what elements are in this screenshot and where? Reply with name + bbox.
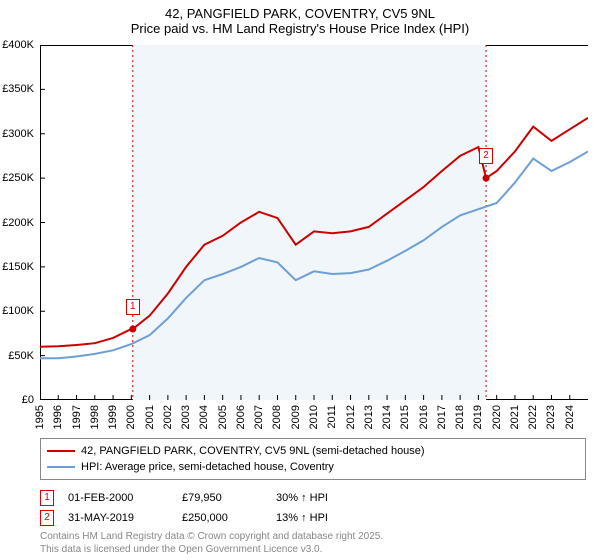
tx-date-1: 01-FEB-2000 <box>68 492 168 504</box>
x-axis-label: 2001 <box>144 405 156 429</box>
chart-svg <box>40 45 588 400</box>
page-title-line1: 42, PANGFIELD PARK, COVENTRY, CV5 9NL <box>0 6 600 21</box>
x-axis-label: 2009 <box>290 405 302 429</box>
x-axis-label: 2015 <box>399 405 411 429</box>
chart-marker: 2 <box>479 148 493 164</box>
x-axis-label: 1995 <box>34 405 46 429</box>
x-axis-label: 2014 <box>381 405 393 429</box>
x-axis-label: 2017 <box>436 405 448 429</box>
x-axis-label: 2005 <box>217 405 229 429</box>
x-axis-label: 2018 <box>454 405 466 429</box>
x-axis-label: 2022 <box>527 405 539 429</box>
x-axis-label: 2012 <box>345 405 357 429</box>
x-axis-label: 2019 <box>472 405 484 429</box>
x-axis-label: 2004 <box>198 405 210 429</box>
legend-swatch-1 <box>47 450 75 452</box>
tx-hpi-2: 13% ↑ HPI <box>276 512 356 524</box>
legend-swatch-2 <box>47 466 75 468</box>
tx-price-1: £79,950 <box>182 492 262 504</box>
x-axis-label: 2016 <box>418 405 430 429</box>
x-axis-label: 2021 <box>509 405 521 429</box>
legend-row-2: HPI: Average price, semi-detached house,… <box>47 459 579 475</box>
table-row: 2 31-MAY-2019 £250,000 13% ↑ HPI <box>40 508 586 528</box>
table-row: 1 01-FEB-2000 £79,950 30% ↑ HPI <box>40 488 586 508</box>
footer: Contains HM Land Registry data © Crown c… <box>40 530 383 556</box>
x-axis-label: 2003 <box>180 405 192 429</box>
x-axis-label: 2013 <box>363 405 375 429</box>
x-axis-label: 2000 <box>125 405 137 429</box>
x-axis-label: 2011 <box>326 405 338 429</box>
page-title-line2: Price paid vs. HM Land Registry's House … <box>0 21 600 36</box>
legend: 42, PANGFIELD PARK, COVENTRY, CV5 9NL (s… <box>40 438 586 528</box>
y-axis-label: £0 <box>22 394 34 406</box>
legend-box: 42, PANGFIELD PARK, COVENTRY, CV5 9NL (s… <box>40 438 586 480</box>
y-axis-label: £200K <box>2 217 34 229</box>
y-axis-label: £350K <box>2 83 34 95</box>
tx-hpi-1: 30% ↑ HPI <box>276 492 356 504</box>
y-axis-label: £50K <box>8 350 34 362</box>
x-axis-label: 2007 <box>253 405 265 429</box>
y-axis-label: £250K <box>2 172 34 184</box>
footer-line1: Contains HM Land Registry data © Crown c… <box>40 530 383 543</box>
tx-marker-2: 2 <box>40 510 54 526</box>
footer-line2: This data is licensed under the Open Gov… <box>40 543 383 556</box>
x-axis-label: 1998 <box>89 405 101 429</box>
x-axis-label: 2002 <box>162 405 174 429</box>
x-axis-label: 2010 <box>308 405 320 429</box>
x-axis-label: 1996 <box>52 405 64 429</box>
y-axis-label: £150K <box>2 261 34 273</box>
chart-marker: 1 <box>126 299 140 315</box>
x-axis-label: 2024 <box>564 405 576 429</box>
x-axis-label: 2020 <box>491 405 503 429</box>
legend-label-2: HPI: Average price, semi-detached house,… <box>81 461 334 473</box>
x-axis-label: 2006 <box>235 405 247 429</box>
y-axis-label: £300K <box>2 128 34 140</box>
y-axis-label: £100K <box>2 305 34 317</box>
tx-price-2: £250,000 <box>182 512 262 524</box>
x-axis-label: 2008 <box>271 405 283 429</box>
tx-marker-1: 1 <box>40 490 54 506</box>
x-axis-label: 1999 <box>107 405 119 429</box>
tx-date-2: 31-MAY-2019 <box>68 512 168 524</box>
y-axis-label: £400K <box>2 39 34 51</box>
x-axis-label: 2023 <box>545 405 557 429</box>
legend-label-1: 42, PANGFIELD PARK, COVENTRY, CV5 9NL (s… <box>81 445 425 457</box>
legend-row-1: 42, PANGFIELD PARK, COVENTRY, CV5 9NL (s… <box>47 443 579 459</box>
transactions-table: 1 01-FEB-2000 £79,950 30% ↑ HPI 2 31-MAY… <box>40 488 586 528</box>
x-axis-label: 1997 <box>71 405 83 429</box>
price-chart: £0£50K£100K£150K£200K£250K£300K£350K£400… <box>40 45 588 400</box>
